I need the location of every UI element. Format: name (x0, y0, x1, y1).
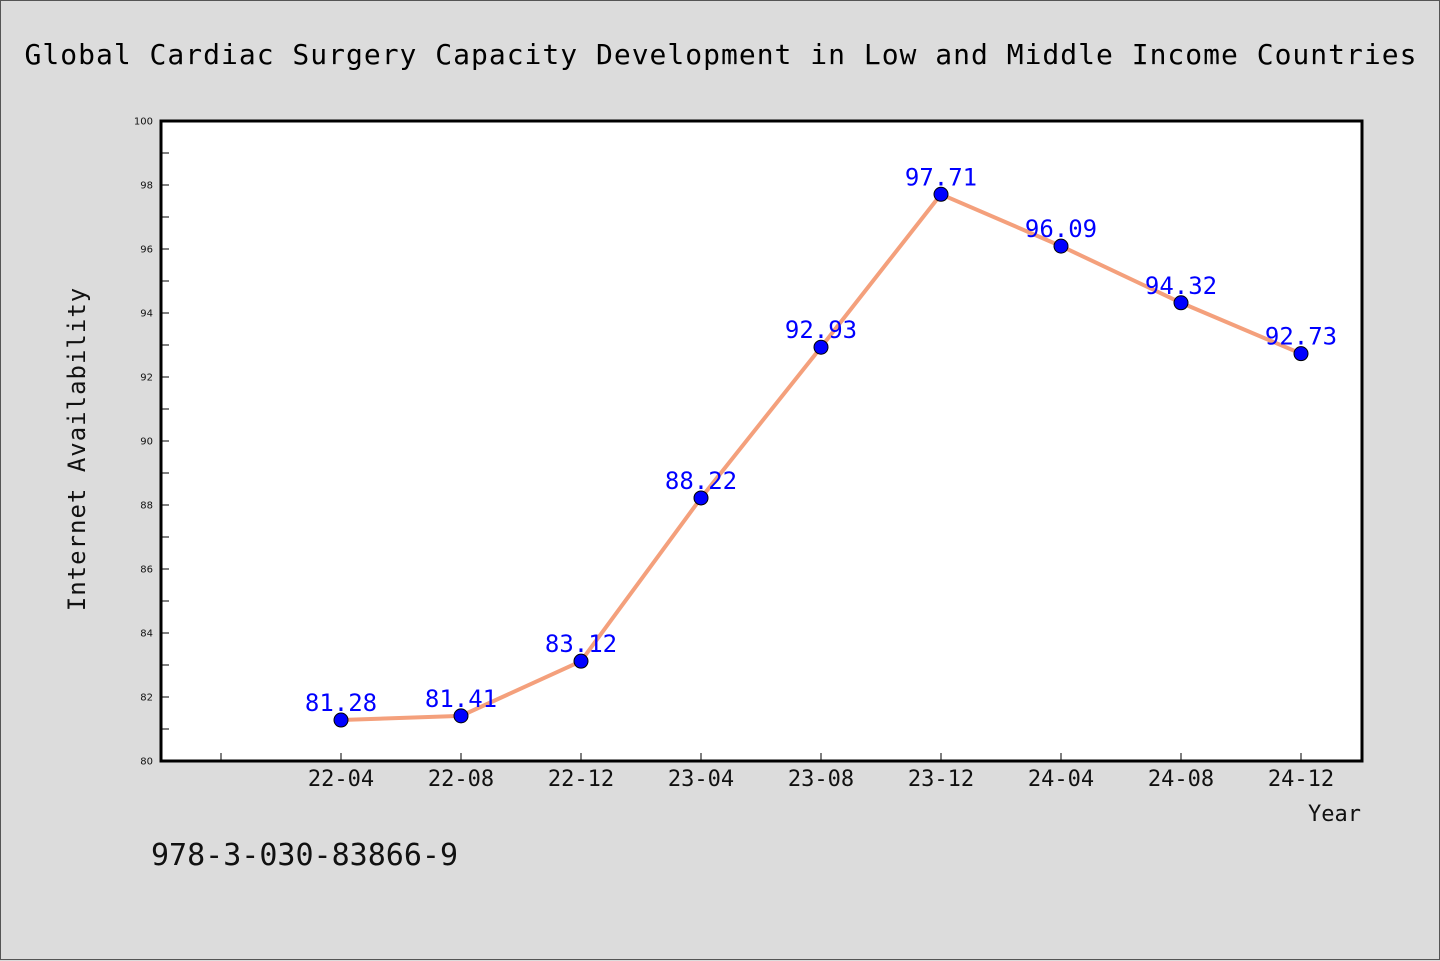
x-tick-label: 22-04 (308, 767, 374, 792)
x-tick-label: 22-12 (548, 767, 614, 792)
data-point (453, 708, 469, 724)
x-tick-label: 24-12 (1268, 767, 1334, 792)
data-point (333, 712, 349, 728)
data-point (933, 186, 949, 202)
data-point (1173, 295, 1189, 311)
x-axis-label: Year (1308, 802, 1361, 827)
data-labels: 81.28 81.41 83.12 88.22 92.93 97.71 96.09 94.32… (305, 163, 1337, 717)
data-point (1293, 346, 1309, 362)
y-tick-label: 84 (140, 629, 153, 640)
y-tick-label: 94 (140, 309, 153, 320)
y-tick-label: 86 (140, 565, 153, 576)
plot-area (159, 119, 1364, 763)
x-tick-label: 24-04 (1028, 767, 1094, 792)
data-label: 94.32 (1145, 272, 1217, 300)
x-tick-label: 23-08 (788, 767, 854, 792)
data-label: 97.71 (905, 163, 977, 191)
data-label: 81.41 (425, 685, 497, 713)
chart-title: Global Cardiac Surgery Capacity Developm… (25, 38, 1418, 71)
data-label: 81.28 (305, 689, 377, 717)
y-axis-ticks: 80 82 84 86 88 90 92 94 96 98 100 (134, 117, 169, 768)
y-tick-label: 82 (140, 693, 153, 704)
data-point (693, 490, 709, 506)
y-tick-label: 98 (140, 181, 153, 192)
y-tick-label: 80 (140, 757, 153, 768)
x-tick-label: 23-12 (908, 767, 974, 792)
data-label: 96.09 (1025, 215, 1097, 243)
y-tick-label: 88 (140, 501, 153, 512)
data-label: 83.12 (545, 630, 617, 658)
data-point (573, 653, 589, 669)
x-tick-label: 24-08 (1148, 767, 1214, 792)
data-point (813, 339, 829, 355)
y-axis-label: Internet Availability (63, 287, 91, 611)
y-tick-label: 90 (140, 437, 153, 448)
data-point (1053, 238, 1069, 254)
y-tick-label: 92 (140, 373, 153, 384)
x-tick-label: 23-04 (668, 767, 734, 792)
y-tick-label: 96 (140, 245, 153, 256)
data-label: 92.73 (1265, 323, 1337, 351)
x-axis-ticks: 22-04 22-08 22-12 23-04 23-08 23-12 24-04 24-08… (220, 753, 1334, 792)
data-label: 88.22 (665, 467, 737, 495)
y-tick-label: 100 (134, 117, 153, 128)
series-line (333, 186, 1309, 728)
footer-code: 978-3-030-83866-9 (151, 838, 458, 873)
x-tick-label: 22-08 (428, 767, 494, 792)
data-label: 92.93 (785, 316, 857, 344)
